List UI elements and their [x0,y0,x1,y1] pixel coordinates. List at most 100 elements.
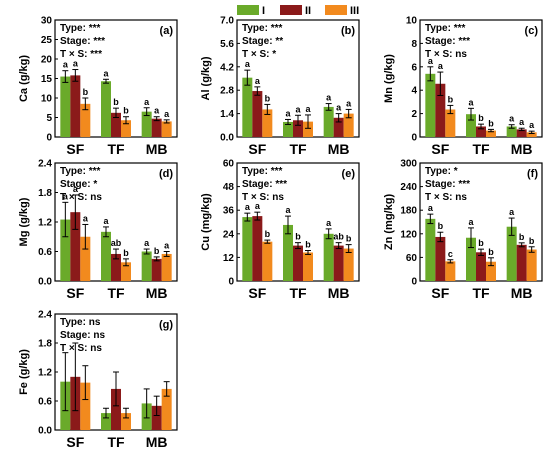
significance-letter: b [265,93,271,103]
stats-line: Stage: *** [60,36,105,47]
bar [242,77,253,137]
bar [101,81,111,137]
stats-line: Stage: *** [425,36,470,47]
stats-line: Type: *** [242,166,282,177]
significance-letter: a [509,207,515,217]
significance-letter: b [265,229,271,239]
bar [60,76,71,137]
x-tick-label: MB [146,434,168,450]
stats-line: T × S: ns [60,192,102,203]
stats-line: Stage: * [60,179,97,190]
significance-letter: ab [333,232,344,242]
bar [466,237,476,281]
stats-line: Type: *** [425,23,465,34]
stats-line: Type: ns [60,317,101,328]
bar [303,252,313,281]
significance-letter: a [245,59,251,69]
x-tick-label: SF [431,285,449,301]
y-tick-label: 0.0 [220,133,234,144]
significance-letter: b [488,247,494,257]
legend-swatch-iii [325,5,347,15]
y-axis-label: Mn (g/kg) [383,54,395,103]
bar [526,132,537,137]
bar [101,231,111,281]
bar [476,126,486,137]
x-tick-label: TF [107,285,125,301]
bar [151,258,162,281]
significance-letter: b [123,248,129,258]
legend-swatch-i [237,5,259,15]
significance-letter: b [123,106,129,116]
significance-letter: a [336,103,342,113]
bar [111,388,121,430]
significance-letter: b [478,113,484,123]
significance-letter: b [305,240,311,250]
y-tick-label: 6 [411,62,417,73]
bar [242,217,253,281]
stats-line: Stage: *** [242,179,287,190]
bar [323,106,334,137]
y-tick-label: 0 [46,133,52,144]
x-tick-label: TF [289,141,307,157]
y-tick-label: 0.0 [38,426,52,437]
x-tick-label: SF [431,141,449,157]
bar [252,216,263,281]
panel-e: 0 12 24 36 48 60 Cu (mg/kg) (e) Type: *** Stage: … [200,159,360,301]
x-tick-label: MB [146,141,168,157]
stats-line: Type: *** [242,23,282,34]
bar [161,388,172,430]
bar [101,413,111,430]
bar [161,253,172,281]
bar [151,405,162,430]
bar [476,252,486,281]
y-tick-label: 10 [41,94,53,105]
panel-d: 0.0 0.6 1.2 1.8 2.4 Mg (g/kg) (d) Type: *** Stag… [18,159,178,301]
bar [262,241,273,281]
bar [333,245,344,281]
y-tick-label: 0 [411,133,417,144]
panel-g: 0.0 0.6 1.2 1.8 2.4 Fe (g/kg) (g) Type: ns Stage… [18,310,178,450]
y-axis-label: Cu (mg/kg) [200,193,212,251]
significance-letter: a [63,191,69,201]
bar [60,219,71,281]
bar [80,103,91,137]
y-tick-label: 0 [411,277,417,288]
y-tick-label: 60 [223,159,235,170]
bar [121,413,131,430]
panel-c: 0 2 4 6 8 10 Mn (g/kg) (c) Type: *** Stage: *** T … [383,16,543,157]
y-tick-label: 2.8 [220,86,234,97]
y-tick-label: 1.2 [38,368,52,379]
stats-line: T × S: ns [425,192,467,203]
x-tick-label: SF [66,141,84,157]
bar [141,111,152,137]
y-tick-label: 10 [406,16,418,27]
y-tick-label: 36 [223,206,235,217]
x-tick-label: MB [146,285,168,301]
significance-letter: a [245,202,251,212]
significance-letter: a [144,97,150,107]
y-tick-label: 48 [223,182,235,193]
stats-line: Type: * [425,166,458,177]
y-tick-label: 180 [400,206,417,217]
significance-letter: a [144,238,150,248]
y-tick-label: 2.4 [38,159,52,170]
y-tick-label: 4 [411,86,417,97]
x-tick-label: SF [248,285,266,301]
stats-line: T × S: ns [425,49,467,60]
significance-letter: a [285,205,291,215]
y-tick-label: 7.0 [220,16,234,27]
y-tick-label: 1.2 [38,218,52,229]
significance-letter: b [478,238,484,248]
significance-letter: a [285,108,291,118]
y-tick-label: 0.6 [38,397,52,408]
significance-letter: b [488,118,494,128]
stats-line: Type: *** [60,23,100,34]
significance-letter: a [295,104,301,114]
significance-letter: a [509,114,515,124]
bar [435,236,446,281]
y-tick-label: 20 [41,55,53,66]
panel-label: (e) [342,168,356,180]
x-tick-label: MB [328,285,350,301]
